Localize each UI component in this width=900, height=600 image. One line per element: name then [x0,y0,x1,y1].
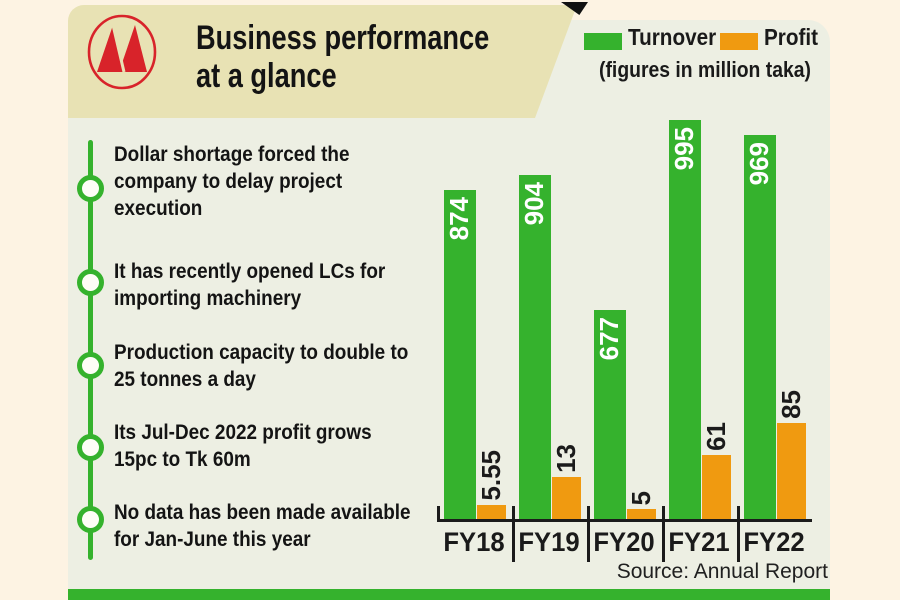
bullet-dot-1 [77,175,104,202]
bullet-item-3: Production capacity to double to 25 tonn… [114,340,409,391]
turnover-bar-FY21 [669,120,701,521]
legend-unit-note: (figures in million taka) [599,57,811,82]
axis-category-label-FY18: FY18 [443,527,505,557]
bullet-dot-2 [77,269,104,296]
bottom-accent-strip [68,589,830,600]
profit-value-label-FY18: 5.55 [476,450,506,501]
timeline-line [88,140,93,560]
x-axis-line [437,519,812,522]
axis-left-tick [437,506,440,522]
company-logo-icon [87,14,157,90]
page-title-line2: at a glance [196,57,337,95]
axis-separator-tick-1 [512,506,515,562]
turnover-bar-FY20 [594,310,626,521]
profit-value-label-FY21: 61 [701,422,731,451]
profit-bar-FY20 [627,509,656,521]
bullet-item-2: It has recently opened LCs for importing… [114,259,386,310]
turnover-value-label-FY22: 969 [744,142,774,186]
legend-label-turnover: Turnover [628,24,717,50]
turnover-bar-FY22 [744,135,776,521]
turnover-value-label-FY20: 677 [594,317,624,361]
legend-swatch-turnover [584,33,622,50]
legend-swatch-profit [720,33,758,50]
bullet-dot-5 [77,506,104,533]
turnover-bar-FY18 [444,190,476,521]
profit-bar-FY18 [477,505,506,521]
axis-category-label-FY19: FY19 [518,527,580,557]
bullet-item-1: Dollar shortage forced the company to de… [114,142,350,220]
turnover-value-label-FY19: 904 [519,182,549,226]
axis-separator-tick-3 [662,506,665,562]
profit-bar-FY19 [552,477,581,521]
turnover-bar-FY19 [519,175,551,521]
axis-separator-tick-4 [737,506,740,562]
bullet-item-4: Its Jul-Dec 2022 profit grows 15pc to Tk… [114,420,372,471]
axis-separator-tick-2 [587,506,590,562]
source-credit: Source: Annual Report [616,560,828,583]
legend-label-profit: Profit [764,24,819,50]
page-title: Business performance at a glance [196,19,532,95]
header-banner [68,5,535,118]
profit-bar-FY21 [702,455,731,521]
bullet-dot-4 [77,434,104,461]
axis-category-label-FY22: FY22 [743,527,805,557]
bullet-item-5: No data has been made available for Jan-… [114,500,411,551]
profit-value-label-FY20: 5 [626,490,656,505]
profit-bar-FY22 [777,423,806,521]
turnover-value-label-FY18: 874 [444,197,474,241]
profit-value-label-FY19: 13 [551,444,581,473]
turnover-value-label-FY21: 995 [669,127,699,171]
bullet-dot-3 [77,352,104,379]
axis-category-label-FY20: FY20 [593,527,655,557]
page-title-line1: Business performance [196,19,490,57]
axis-category-label-FY21: FY21 [668,527,730,557]
profit-value-label-FY22: 85 [776,390,806,419]
